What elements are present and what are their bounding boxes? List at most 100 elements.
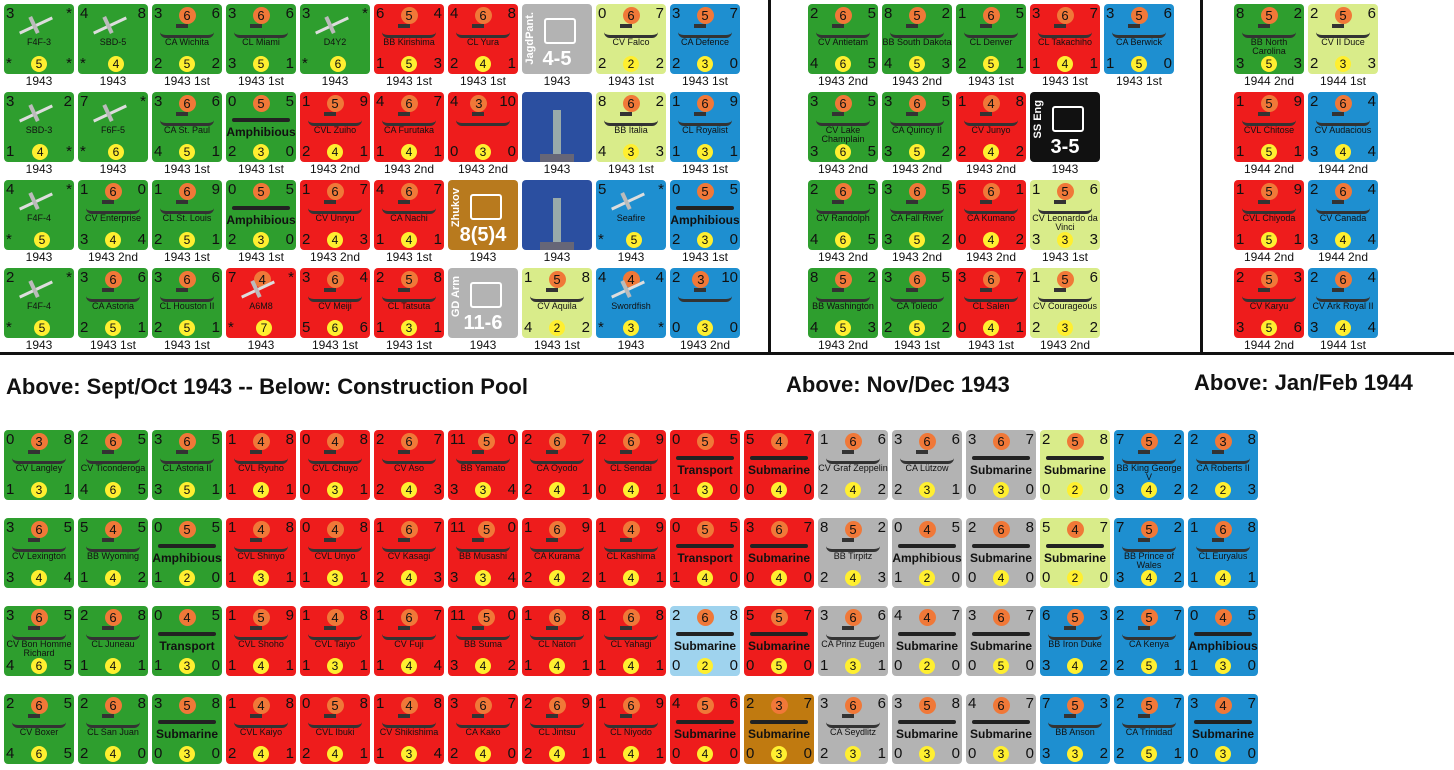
- unit-counter[interactable]: 3 6 7 CL Salen 0 4 1: [956, 268, 1026, 338]
- unit-counter[interactable]: 0 5 5 Amphibious 2 3 0: [670, 180, 740, 250]
- unit-counter[interactable]: 3 6 5 CV Lexington 3 4 4: [4, 518, 74, 588]
- unit-counter[interactable]: 3 5 7 CA Defence 2 3 0: [670, 4, 740, 74]
- unit-counter[interactable]: 1 6 9 CL Royalist 1 3 1: [670, 92, 740, 162]
- unit-counter[interactable]: 2 5 8 Submarine 0 2 0: [1040, 430, 1110, 500]
- unit-counter[interactable]: 2 3 8 CA Roberts II 2 2 3: [1188, 430, 1258, 500]
- unit-counter[interactable]: 3 6 6 CL Miami 3 5 1: [226, 4, 296, 74]
- unit-counter[interactable]: 2 5 6 CV II Duce 2 3 3: [1308, 4, 1378, 74]
- unit-counter[interactable]: 1 5 9 CVL Chiyoda 1 5 1: [1234, 180, 1304, 250]
- unit-counter[interactable]: 3 4 7 Submarine 0 3 0: [1188, 694, 1258, 764]
- unit-counter[interactable]: 2 6 5 CV Randolph 4 6 5: [808, 180, 878, 250]
- unit-counter[interactable]: 5 4 5 BB Wyoming 1 4 2: [78, 518, 148, 588]
- unit-counter[interactable]: 3 6 6 CA Astoria 2 5 1: [78, 268, 148, 338]
- unit-counter[interactable]: 3 6 7 Submarine 0 4 0: [744, 518, 814, 588]
- unit-counter[interactable]: 2 5 7 CA Trinidad 2 5 1: [1114, 694, 1184, 764]
- unit-counter[interactable]: 0 5 5 Transport 1 4 0: [670, 518, 740, 588]
- unit-counter[interactable]: [522, 92, 592, 162]
- unit-counter[interactable]: 1 4 9 CL Kashima 1 4 1: [596, 518, 666, 588]
- unit-counter[interactable]: 0 6 7 CV Falco 2 2 2: [596, 4, 666, 74]
- unit-counter[interactable]: 4 * F4F-4 * 5: [4, 180, 74, 250]
- unit-counter[interactable]: 0 5 5 Amphibious 1 2 0: [152, 518, 222, 588]
- unit-counter[interactable]: 8 6 2 BB Italia 4 3 3: [596, 92, 666, 162]
- unit-counter[interactable]: 2 3 10 0 3 0: [670, 268, 740, 338]
- unit-counter[interactable]: 0 4 5 Transport 1 3 0: [152, 606, 222, 676]
- unit-counter[interactable]: GD Arm 11-6: [448, 268, 518, 338]
- unit-counter[interactable]: 4 8 SBD-5 * 4: [78, 4, 148, 74]
- unit-counter[interactable]: 2 6 8 Submarine 0 4 0: [966, 518, 1036, 588]
- unit-counter[interactable]: 0 5 8 CVL Ibuki 2 4 1: [300, 694, 370, 764]
- unit-counter[interactable]: 1 6 7 CV Fuji 1 4 4: [374, 606, 444, 676]
- unit-counter[interactable]: 1 5 8 CV Aquila 4 2 2: [522, 268, 592, 338]
- unit-counter[interactable]: 2 5 8 CL Tatsuta 1 3 1: [374, 268, 444, 338]
- unit-counter[interactable]: 3 6 6 CA Seydlitz 2 3 1: [818, 694, 888, 764]
- unit-counter[interactable]: 4 5 6 Submarine 0 4 0: [670, 694, 740, 764]
- unit-counter[interactable]: 3 2 SBD-3 1 4 *: [4, 92, 74, 162]
- unit-counter[interactable]: 2 * F4F-4 * 5: [4, 268, 74, 338]
- unit-counter[interactable]: 2 6 9 CL Jintsu 2 4 1: [522, 694, 592, 764]
- unit-counter[interactable]: 1 6 8 CL Yahagi 1 4 1: [596, 606, 666, 676]
- unit-counter[interactable]: 2 5 7 CA Kenya 2 5 1: [1114, 606, 1184, 676]
- unit-counter[interactable]: SS Eng 3-5: [1030, 92, 1100, 162]
- unit-counter[interactable]: 1 5 6 CV Leonardo da Vinci 3 3 3: [1030, 180, 1100, 250]
- unit-counter[interactable]: 3 6 7 Submarine 0 3 0: [966, 430, 1036, 500]
- unit-counter[interactable]: 1 6 8 CL Natori 1 4 1: [522, 606, 592, 676]
- unit-counter[interactable]: 3 6 5 CV Lake Champlain 3 6 5: [808, 92, 878, 162]
- unit-counter[interactable]: 3 6 6 CA Wichita 2 5 2: [152, 4, 222, 74]
- unit-counter[interactable]: 1 4 8 CVL Ryuho 1 4 1: [226, 430, 296, 500]
- unit-counter[interactable]: 5 * Seafire * 5: [596, 180, 666, 250]
- unit-counter[interactable]: 3 6 7 CA Kako 2 4 0: [448, 694, 518, 764]
- unit-counter[interactable]: 5 4 7 Submarine 0 4 0: [744, 430, 814, 500]
- unit-counter[interactable]: 0 3 8 CV Langley 1 3 1: [4, 430, 74, 500]
- unit-counter[interactable]: 3 5 8 Submarine 0 3 0: [892, 694, 962, 764]
- unit-counter[interactable]: 3 6 6 CA St. Paul 4 5 1: [152, 92, 222, 162]
- unit-counter[interactable]: 0 4 8 CVL Unyo 1 3 1: [300, 518, 370, 588]
- unit-counter[interactable]: 1 6 6 CV Graf Zeppelin 2 4 2: [818, 430, 888, 500]
- unit-counter[interactable]: 3 6 6 CL Houston II 2 5 1: [152, 268, 222, 338]
- unit-counter[interactable]: 3 * F4F-3 * 5 *: [4, 4, 74, 74]
- unit-counter[interactable]: 3 5 6 CA Berwick 1 5 0: [1104, 4, 1174, 74]
- unit-counter[interactable]: 2 6 4 CV Canada 3 4 4: [1308, 180, 1378, 250]
- unit-counter[interactable]: 3 5 8 Submarine 0 3 0: [152, 694, 222, 764]
- unit-counter[interactable]: 3 6 5 CL Astoria II 3 5 1: [152, 430, 222, 500]
- unit-counter[interactable]: 3 6 6 CA Lützow 2 3 1: [892, 430, 962, 500]
- unit-counter[interactable]: 0 4 5 Amphibious 1 3 0: [1188, 606, 1258, 676]
- unit-counter[interactable]: 0 5 5 Amphibious 2 3 0: [226, 180, 296, 250]
- unit-counter[interactable]: 2 6 4 CV Audacious 3 4 4: [1308, 92, 1378, 162]
- unit-counter[interactable]: 1 6 7 CV Unryu 2 4 3: [300, 180, 370, 250]
- unit-counter[interactable]: 3 6 5 CA Toledo 2 5 2: [882, 268, 952, 338]
- unit-counter[interactable]: 8 5 2 BB Tirpitz 2 4 3: [818, 518, 888, 588]
- unit-counter[interactable]: 0 4 5 Amphibious 1 2 0: [892, 518, 962, 588]
- unit-counter[interactable]: 11 5 0 BB Yamato 3 3 4: [448, 430, 518, 500]
- unit-counter[interactable]: 5 6 1 CA Kumano 0 4 2: [956, 180, 1026, 250]
- unit-counter[interactable]: 8 5 2 BB North Carolina 3 5 3: [1234, 4, 1304, 74]
- unit-counter[interactable]: 2 6 7 CV Aso 2 4 3: [374, 430, 444, 500]
- unit-counter[interactable]: 2 6 4 CV Ark Royal II 3 4 4: [1308, 268, 1378, 338]
- unit-counter[interactable]: 1 5 9 CVL Zuiho 2 4 1: [300, 92, 370, 162]
- unit-counter[interactable]: 1 6 5 CL Denver 2 5 1: [956, 4, 1026, 74]
- unit-counter[interactable]: 11 5 0 BB Suma 3 4 2: [448, 606, 518, 676]
- unit-counter[interactable]: 8 5 2 BB Washington 4 5 3: [808, 268, 878, 338]
- unit-counter[interactable]: 0 5 5 Transport 1 3 0: [670, 430, 740, 500]
- unit-counter[interactable]: 3 6 5 CA Fall River 3 5 2: [882, 180, 952, 250]
- unit-counter[interactable]: 2 6 7 CA Oyodo 2 4 1: [522, 430, 592, 500]
- unit-counter[interactable]: 1 4 8 CV Junyo 2 4 2: [956, 92, 1026, 162]
- unit-counter[interactable]: 4 4 4 Swordfish * 3 *: [596, 268, 666, 338]
- unit-counter[interactable]: 3 6 7 CL Takachiho 1 4 1: [1030, 4, 1100, 74]
- unit-counter[interactable]: 3 6 6 CA Prinz Eugen 1 3 1: [818, 606, 888, 676]
- unit-counter[interactable]: 3 6 5 CV Bon Homme Richard 4 6 5: [4, 606, 74, 676]
- unit-counter[interactable]: 11 5 0 BB Musashi 3 3 4: [448, 518, 518, 588]
- unit-counter[interactable]: Zhukov 8(5)4: [448, 180, 518, 250]
- unit-counter[interactable]: 6 5 4 BB Kirishima 1 5 3: [374, 4, 444, 74]
- unit-counter[interactable]: 7 4 * A6M8 * 7: [226, 268, 296, 338]
- unit-counter[interactable]: 0 5 5 Amphibious 2 3 0: [226, 92, 296, 162]
- unit-counter[interactable]: 4 3 10 0 3 0: [448, 92, 518, 162]
- unit-counter[interactable]: 1 4 8 CVL Kaiyo 2 4 1: [226, 694, 296, 764]
- unit-counter[interactable]: 5 4 7 Submarine 0 2 0: [1040, 518, 1110, 588]
- unit-counter[interactable]: 2 6 9 CL Sendai 0 4 1: [596, 430, 666, 500]
- unit-counter[interactable]: 1 6 9 CL Niyodo 1 4 1: [596, 694, 666, 764]
- unit-counter[interactable]: 3 6 4 CV Meiji 5 6 6: [300, 268, 370, 338]
- unit-counter[interactable]: 7 * F6F-5 * 6: [78, 92, 148, 162]
- unit-counter[interactable]: 1 5 9 CVL Shoho 1 4 1: [226, 606, 296, 676]
- unit-counter[interactable]: 4 6 8 CL Yura 2 4 1: [448, 4, 518, 74]
